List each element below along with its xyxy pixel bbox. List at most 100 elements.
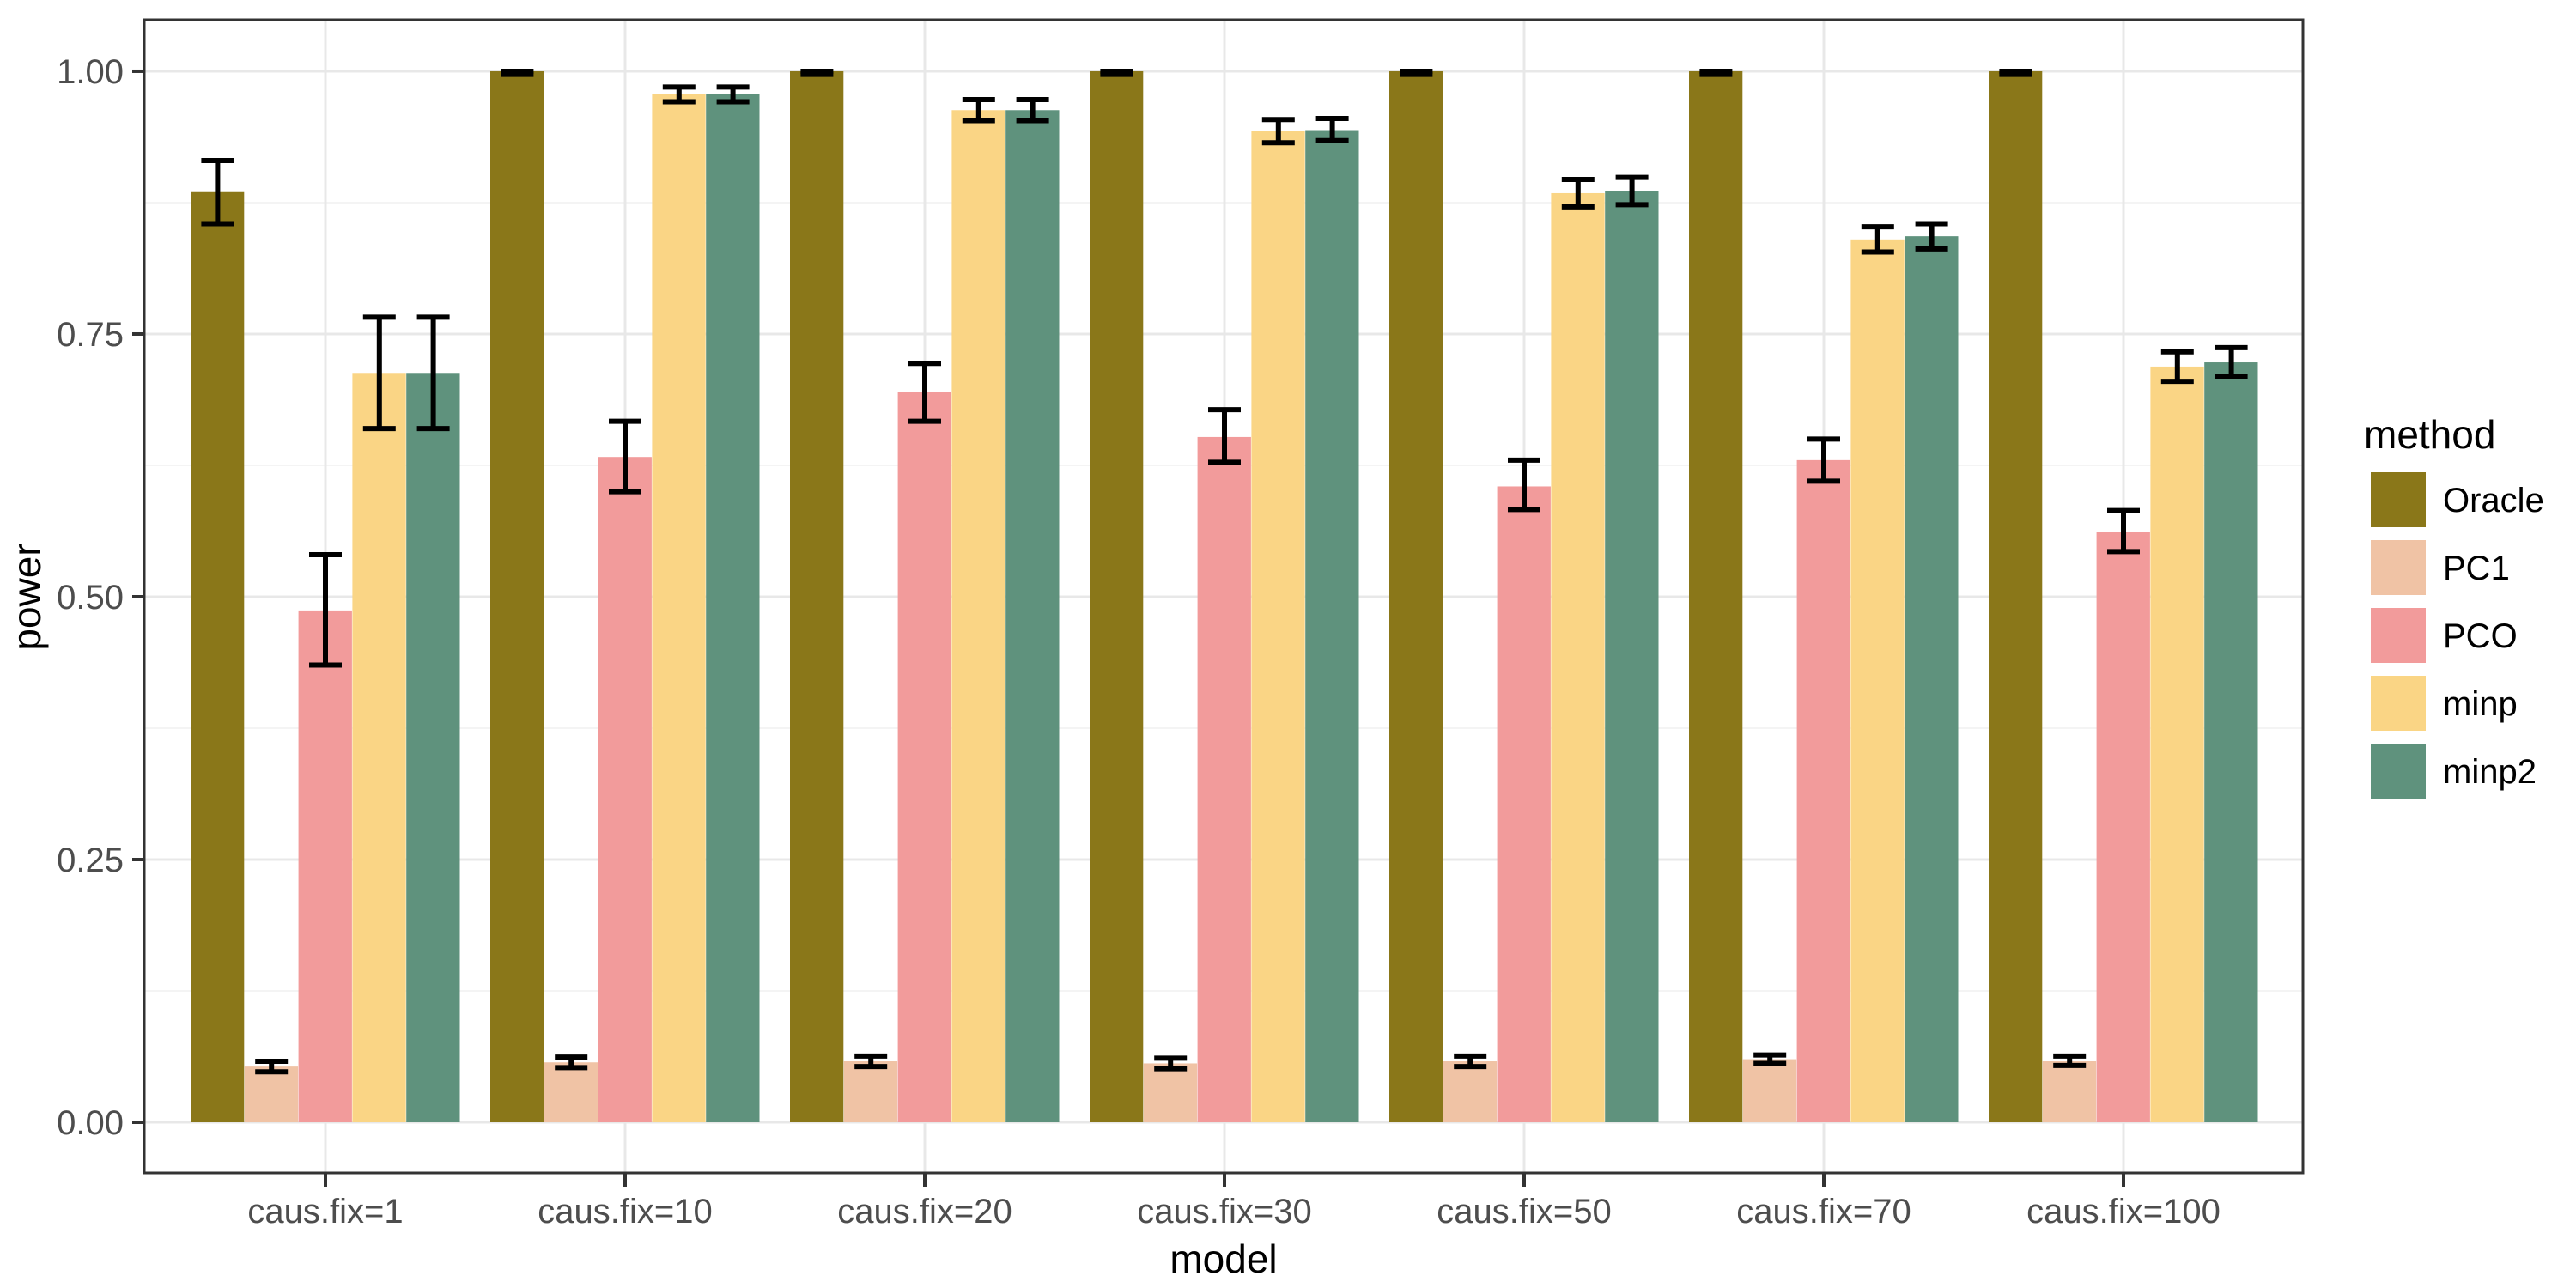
errorbar-minp2-caus.fix=100 bbox=[2215, 344, 2248, 379]
x-tick-label: caus.fix=20 bbox=[837, 1193, 1012, 1230]
bar-minp-caus.fix=1 bbox=[352, 373, 406, 1123]
bar-minp2-caus.fix=20 bbox=[1005, 110, 1060, 1123]
legend-item-minp2: minp2 bbox=[2371, 744, 2537, 799]
errorbar-PC1-caus.fix=10 bbox=[555, 1054, 588, 1071]
errorbar-minp2-caus.fix=50 bbox=[1615, 174, 1649, 208]
errorbar-Oracle-caus.fix=10 bbox=[501, 68, 534, 77]
errorbar-Oracle-caus.fix=50 bbox=[1400, 68, 1433, 77]
errorbar-PC1-caus.fix=100 bbox=[2053, 1053, 2087, 1068]
bar-PC1-caus.fix=10 bbox=[544, 1062, 598, 1123]
bar-PCO-caus.fix=1 bbox=[298, 610, 352, 1123]
errorbar-PCO-caus.fix=100 bbox=[2107, 507, 2140, 555]
legend-key-PCO bbox=[2371, 608, 2426, 663]
bar-minp2-caus.fix=10 bbox=[706, 94, 760, 1123]
bar-PC1-caus.fix=50 bbox=[1443, 1061, 1498, 1123]
bar-PCO-caus.fix=50 bbox=[1497, 486, 1551, 1123]
bar-PC1-caus.fix=70 bbox=[1742, 1059, 1797, 1123]
bar-minp2-caus.fix=1 bbox=[406, 373, 460, 1123]
y-tick-label: 0.00 bbox=[57, 1104, 124, 1142]
bar-Oracle-caus.fix=50 bbox=[1389, 70, 1443, 1123]
legend-label-minp: minp bbox=[2443, 685, 2518, 723]
legend-key-Oracle bbox=[2371, 472, 2426, 527]
bar-PC1-caus.fix=20 bbox=[843, 1061, 898, 1123]
legend-key-PC1 bbox=[2371, 540, 2426, 595]
legend-key-minp bbox=[2371, 676, 2426, 731]
bar-Oracle-caus.fix=10 bbox=[490, 70, 544, 1123]
errorbar-PCO-caus.fix=1 bbox=[309, 552, 342, 668]
bar-PCO-caus.fix=10 bbox=[598, 457, 652, 1123]
y-tick-label: 0.75 bbox=[57, 316, 124, 354]
x-tick-label: caus.fix=1 bbox=[247, 1193, 403, 1230]
bar-minp-caus.fix=70 bbox=[1850, 239, 1905, 1123]
errorbar-minp2-caus.fix=70 bbox=[1915, 221, 1948, 252]
errorbar-minp-caus.fix=20 bbox=[962, 97, 995, 124]
errorbar-PCO-caus.fix=70 bbox=[1807, 436, 1840, 484]
errorbar-PC1-caus.fix=30 bbox=[1154, 1055, 1188, 1072]
errorbar-Oracle-caus.fix=100 bbox=[1999, 68, 2032, 77]
y-tick-label: 0.50 bbox=[57, 579, 124, 617]
legend-label-minp2: minp2 bbox=[2443, 753, 2537, 791]
errorbar-Oracle-caus.fix=20 bbox=[800, 68, 834, 77]
errorbar-PC1-caus.fix=1 bbox=[255, 1059, 289, 1075]
bar-Oracle-caus.fix=20 bbox=[790, 70, 844, 1123]
bar-PC1-caus.fix=100 bbox=[2042, 1061, 2097, 1123]
errorbar-minp-caus.fix=50 bbox=[1561, 177, 1595, 210]
bar-Oracle-caus.fix=100 bbox=[1989, 70, 2043, 1123]
errorbar-PC1-caus.fix=20 bbox=[854, 1053, 888, 1070]
bar-minp2-caus.fix=70 bbox=[1905, 236, 1959, 1123]
legend-label-Oracle: Oracle bbox=[2443, 482, 2544, 519]
bar-minp2-caus.fix=100 bbox=[2204, 362, 2258, 1123]
x-tick-label: caus.fix=100 bbox=[2026, 1193, 2221, 1230]
bar-minp-caus.fix=100 bbox=[2150, 366, 2204, 1123]
legend-item-PCO: PCO bbox=[2371, 608, 2518, 663]
legend-item-minp: minp bbox=[2371, 676, 2518, 731]
errorbar-Oracle-caus.fix=70 bbox=[1699, 68, 1733, 77]
errorbar-PCO-caus.fix=30 bbox=[1208, 407, 1241, 465]
errorbar-PCO-caus.fix=50 bbox=[1508, 457, 1540, 513]
bar-PCO-caus.fix=70 bbox=[1796, 459, 1850, 1123]
errorbar-minp-caus.fix=10 bbox=[662, 84, 696, 105]
bar-Oracle-caus.fix=30 bbox=[1090, 70, 1144, 1123]
x-tick-label: caus.fix=70 bbox=[1736, 1193, 1911, 1230]
x-tick-label: caus.fix=30 bbox=[1137, 1193, 1311, 1230]
errorbar-PC1-caus.fix=50 bbox=[1454, 1053, 1487, 1070]
legend-label-PC1: PC1 bbox=[2443, 550, 2510, 587]
error-bars bbox=[201, 68, 2248, 1075]
errorbar-PCO-caus.fix=10 bbox=[609, 418, 641, 495]
legend-item-Oracle: Oracle bbox=[2371, 472, 2544, 527]
bar-Oracle-caus.fix=70 bbox=[1689, 70, 1743, 1123]
bar-minp2-caus.fix=50 bbox=[1605, 191, 1659, 1123]
y-tick-label: 1.00 bbox=[57, 53, 124, 91]
bar-PCO-caus.fix=30 bbox=[1197, 436, 1251, 1123]
errorbar-minp-caus.fix=100 bbox=[2160, 349, 2194, 385]
bar-PC1-caus.fix=1 bbox=[244, 1066, 299, 1123]
bar-minp2-caus.fix=30 bbox=[1305, 130, 1359, 1123]
x-axis-title: model bbox=[1170, 1236, 1277, 1281]
bar-minp-caus.fix=30 bbox=[1251, 131, 1305, 1123]
legend-label-PCO: PCO bbox=[2443, 617, 2518, 655]
errorbar-minp2-caus.fix=1 bbox=[416, 314, 450, 432]
errorbar-minp-caus.fix=30 bbox=[1261, 117, 1295, 146]
errorbar-minp2-caus.fix=30 bbox=[1315, 116, 1349, 143]
errorbar-PC1-caus.fix=70 bbox=[1753, 1052, 1787, 1066]
legend-key-minp2 bbox=[2371, 744, 2426, 799]
errorbar-minp2-caus.fix=10 bbox=[716, 84, 750, 105]
bar-PCO-caus.fix=100 bbox=[2096, 532, 2150, 1123]
bar-PC1-caus.fix=30 bbox=[1143, 1063, 1198, 1123]
legend: method Oracle PC1 PCO minp minp2 bbox=[2364, 412, 2544, 799]
bar-PCO-caus.fix=20 bbox=[897, 392, 951, 1123]
bar-minp-caus.fix=50 bbox=[1551, 192, 1605, 1123]
errorbar-minp-caus.fix=1 bbox=[362, 314, 396, 432]
errorbar-minp-caus.fix=70 bbox=[1861, 224, 1894, 255]
bars bbox=[191, 70, 2258, 1123]
errorbar-minp2-caus.fix=20 bbox=[1016, 97, 1049, 124]
errorbar-Oracle-caus.fix=30 bbox=[1100, 68, 1133, 77]
bar-Oracle-caus.fix=1 bbox=[191, 191, 245, 1123]
bar-minp-caus.fix=10 bbox=[652, 94, 706, 1123]
y-tick-label: 0.25 bbox=[57, 841, 124, 879]
bar-minp-caus.fix=20 bbox=[951, 110, 1005, 1123]
y-axis-title: power bbox=[4, 543, 49, 650]
legend-title: method bbox=[2364, 412, 2495, 457]
errorbar-Oracle-caus.fix=1 bbox=[201, 158, 234, 227]
